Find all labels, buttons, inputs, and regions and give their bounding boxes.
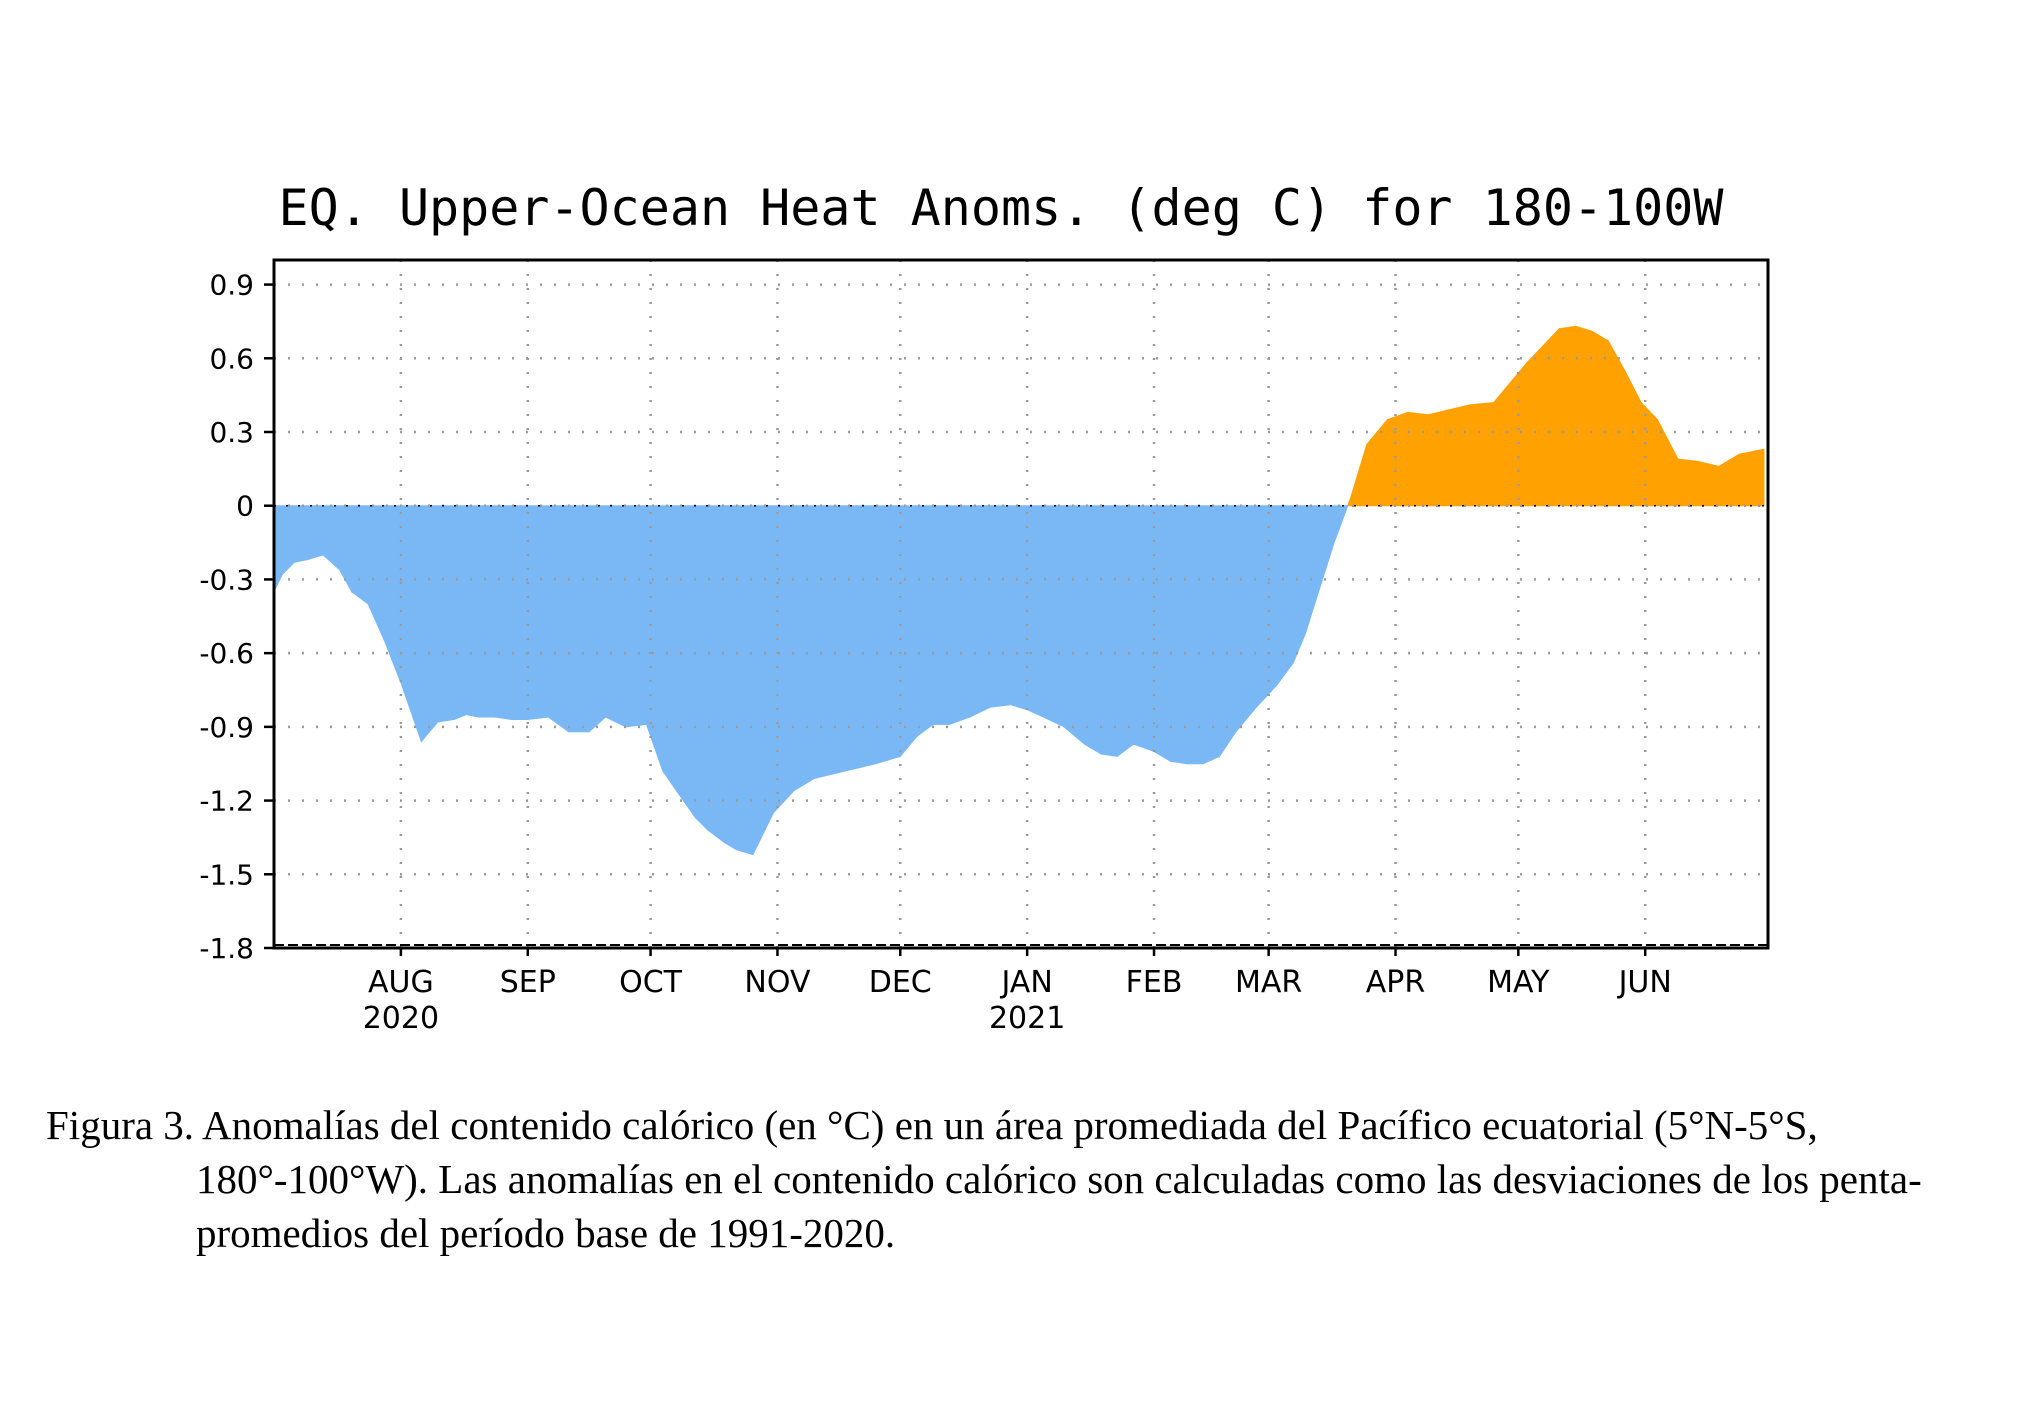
x-tick-month-label: JAN (999, 965, 1052, 1000)
x-tick-month-label: NOV (744, 965, 811, 1000)
y-tick-label: 0.6 (209, 342, 254, 375)
x-tick-month-label: SEP (500, 965, 556, 1000)
x-tick-month-label: FEB (1126, 965, 1183, 1000)
plot-frame (272, 258, 1770, 950)
heat-anomaly-chart: EQ. Upper-Ocean Heat Anoms. (deg C) for … (199, 179, 1770, 1036)
positive-anomaly-area (1347, 325, 1765, 507)
x-tick-month-label: APR (1366, 965, 1425, 1000)
x-tick-month-label: MAY (1487, 965, 1550, 1000)
x-tick-month-label: OCT (619, 965, 683, 1000)
y-tick-label: 0.3 (209, 416, 254, 449)
x-tick-year-label: 2020 (363, 1001, 439, 1036)
negative-anomaly-area (273, 505, 1349, 856)
y-tick-label: 0.9 (209, 269, 254, 302)
y-axis-ticks: 0.9 0.6 0.3 0 -0.3 -0.6 -0.9 -1.2 -1.5 -1.8 (199, 269, 274, 965)
x-tick-month-label: AUG (368, 965, 434, 1000)
figure-caption: Figura 3. Anomalías del contenido calóri… (46, 1098, 2006, 1260)
x-tick-month-label: JUN (1617, 965, 1672, 1000)
area-fills (273, 325, 1765, 856)
grid-lines (274, 260, 1768, 950)
y-tick-label: -1.2 (199, 785, 254, 818)
caption-text: Figura 3. Anomalías del contenido calóri… (46, 1102, 1922, 1256)
y-tick-label: -0.9 (199, 711, 254, 744)
chart-title: EQ. Upper-Ocean Heat Anoms. (deg C) for … (279, 179, 1725, 237)
x-tick-month-label: MAR (1235, 965, 1302, 1000)
y-tick-label: 0 (236, 490, 254, 523)
x-tick-year-label: 2021 (989, 1001, 1065, 1036)
y-tick-label: -0.6 (199, 637, 254, 670)
y-tick-label: -1.5 (199, 858, 254, 891)
y-tick-label: -1.8 (199, 932, 254, 965)
y-tick-label: -0.3 (199, 563, 254, 596)
x-tick-month-label: DEC (869, 965, 932, 1000)
